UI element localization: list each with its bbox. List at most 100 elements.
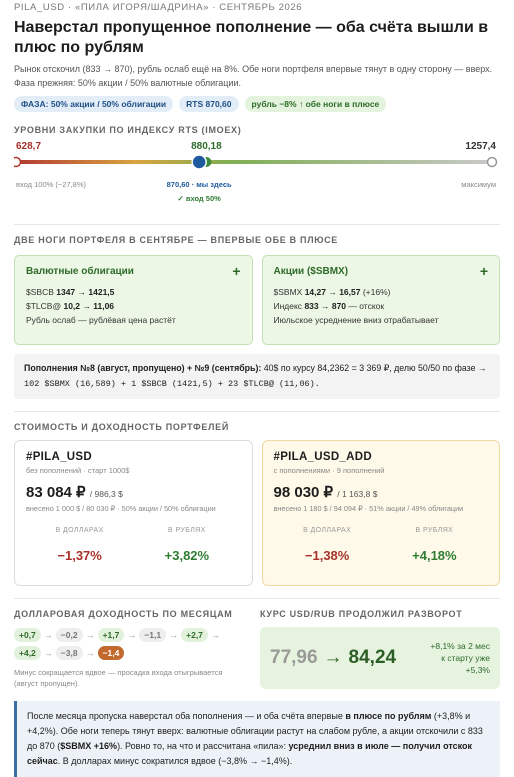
month-chip: +4,2: [14, 646, 41, 660]
leg-label: $SBCB: [26, 287, 54, 297]
leg-card: Акции ($SBMX) + $SBMX 14,27 → 16,57 (+16%)…: [261, 255, 500, 345]
leg-value: 1347 → 1421,5: [56, 287, 115, 297]
section-heading: ДОЛЛАРОВАЯ ДОХОДНОСТЬ ПО МЕСЯЦАМ: [14, 609, 233, 619]
tag: ФАЗА: 50% акции / 50% облигации: [14, 96, 174, 112]
bottom-row: ДОЛЛАРОВАЯ ДОХОДНОСТЬ ПО МЕСЯЦАМ +0,7 → −0…: [14, 598, 500, 689]
section-heading: СТОИМОСТЬ И ДОХОДНОСТЬ ПОРТФЕЛЕЙ: [14, 422, 229, 432]
level-target-label: 880,18: [191, 141, 222, 152]
leg-label: Рубль ослаб — рублёвая цена растёт: [26, 315, 176, 325]
current-label: 870,60 · мы здесь: [167, 180, 232, 189]
rate-side: +8,1% за 2 мес к старту уже +5,3%: [422, 640, 490, 676]
level-min-label: 628,7: [16, 141, 41, 152]
tags: ФАЗА: 50% акции / 50% облигации RTS 870,6…: [14, 96, 500, 112]
current-caption: ✓ вход 50%: [177, 194, 221, 203]
level-max-label: 1257,4: [465, 141, 496, 152]
rate-box: 77,96 → 84,24 +8,1% за 2 мес к старту уже +…: [260, 627, 500, 689]
leg-line: Рубль ослаб — рублёвая цена растёт: [26, 313, 241, 327]
month-chip: −0,2: [55, 628, 83, 642]
scale-bar: [16, 160, 492, 164]
summary-text: в плюсе по рублям: [345, 711, 432, 721]
metric: В ДОЛЛАРАХ −1,38%: [274, 523, 381, 563]
value-usd: / 986,3 $: [89, 489, 123, 499]
tag: рубль −8% ↑ обе ноги в плюсе: [244, 96, 387, 112]
lead: Рынок отскочил (833 → 870), рубль ослаб …: [14, 64, 493, 88]
min-caption: вход 100% (−27,8%): [16, 180, 87, 189]
note-text: 40$ по курсу 84,2362 = 3 369 ₽, делю 50/…: [263, 363, 487, 373]
note-code: 102 $SBMX (16,589) + 1 $SBCB (1421,5) + …: [24, 379, 320, 389]
month-chip: +1,7: [97, 628, 125, 642]
leg-note: (+16%): [362, 287, 391, 297]
portfolio-card: #PILA_USD без пополнений · старт 1000$ 83 …: [14, 440, 253, 586]
leg-icon: +: [232, 263, 241, 279]
portfolio-name: #PILA_USD: [26, 451, 92, 463]
chips: +0,7 → −0,2 → +1,7 → −1,1 → +2,7 → +4,2 → −3,8 → −1,4: [14, 628, 239, 660]
leg-title: Акции ($SBMX): [273, 266, 349, 277]
month-chip: +0,7: [14, 628, 41, 642]
leg-value: 14,27 → 16,57: [304, 287, 361, 297]
section-heading: УРОВНИ ЗАКУПКИ ПО ИНДЕКСУ RTS (IMOEX): [14, 125, 242, 135]
metric: В ДОЛЛАРАХ −1,37%: [26, 523, 133, 563]
chip-arrow: →: [43, 648, 53, 658]
chip-arrow: →: [169, 630, 179, 640]
leg-value: 833 → 870: [304, 301, 347, 311]
rate-since-start: к старту уже +5,3%: [441, 653, 490, 675]
portfolio-value: 98 030 ₽ / 1 163,8 $: [274, 483, 489, 501]
chip-arrow: →: [43, 630, 53, 640]
leg-line: Июльское усреднение вниз отрабатывает: [274, 313, 489, 327]
chip-arrow: →: [210, 630, 220, 640]
rate-values: 77,96 → 84,24: [270, 647, 422, 669]
leg-line: Индекс 833 → 870 — отскок: [274, 299, 489, 313]
portfolio-deposited: внесено 1 000 $ / 80 030 ₽ · 50% акции /…: [26, 504, 216, 513]
summary-text: ). Ровно то, на что и рассчитана «пила»:: [117, 741, 289, 751]
metric: В РУБЛЯХ +4,18%: [381, 523, 488, 563]
monthly: ДОЛЛАРОВАЯ ДОХОДНОСТЬ ПО МЕСЯЦАМ +0,7 → −0…: [14, 609, 248, 689]
section-heading: ДВЕ НОГИ ПОРТФЕЛЯ В СЕНТЯБРЕ — ВПЕРВЫЕ О…: [14, 235, 338, 245]
rate-arrow: →: [323, 647, 343, 668]
metric-value: −1,37%: [57, 548, 102, 563]
leg-line: $TLCB@ 10,2 → 11,06: [26, 299, 241, 313]
month-chip: −3,8: [55, 646, 83, 660]
leg-note: — отскок: [348, 301, 385, 311]
portfolio-cards: #PILA_USD без пополнений · старт 1000$ 83 …: [14, 440, 500, 586]
section-heading: КУРС USD/RUB ПРОДОЛЖИЛ РАЗВОРОТ: [260, 609, 463, 619]
rate-change: +8,1% за 2 мес: [430, 641, 490, 651]
summary-text: (+3,8% и +4,2%). Обе ноги теперь тянут в…: [27, 711, 483, 751]
leg-cards: Валютные облигации + $SBCB 1347 → 1421,5 $T…: [14, 255, 500, 345]
leg-label: $SBMX: [273, 287, 303, 297]
month-chip: −1,4: [97, 646, 125, 660]
portfolio-subtitle: с пополнениями · 9 пополнений: [273, 466, 385, 475]
metric-value: −1,38%: [304, 548, 350, 563]
max-caption: максимум: [461, 180, 496, 189]
value-rub: 83 084 ₽: [26, 484, 86, 501]
page: PILA_USD · «ПИЛА ИГОРЯ/ШАДРИНА» · СЕНТЯБ…: [10, 2, 500, 777]
metric-label: В ДОЛЛАРАХ: [55, 527, 104, 534]
leg-card: Валютные облигации + $SBCB 1347 → 1421,5 $T…: [14, 255, 253, 345]
metrics: В ДОЛЛАРАХ −1,38% В РУБЛЯХ +4,18%: [274, 523, 489, 563]
levels-scale: 628,7 880,18 1257,4 вход 100% (−27,8%) макси…: [10, 141, 498, 203]
level-min: [10, 156, 22, 168]
chip-arrow: →: [85, 630, 95, 640]
metric-value: +3,82%: [164, 548, 210, 563]
metrics: В ДОЛЛАРАХ −1,37% В РУБЛЯХ +3,82%: [26, 523, 241, 563]
value-rub: 98 030 ₽: [273, 484, 334, 501]
metric: В РУБЛЯХ +3,82%: [133, 523, 240, 563]
value-usd: / 1 163,8 $: [337, 489, 378, 499]
chip-arrow: →: [85, 648, 95, 658]
rate-from: 77,96: [270, 647, 318, 668]
note-bold: Пополнения №8 (август, пропущено) + №9 (…: [24, 363, 262, 373]
leg-title: Валютные облигации: [26, 266, 134, 277]
portfolio-subtitle: без пополнений · старт 1000$: [26, 466, 130, 475]
month-chip: −1,1: [139, 628, 167, 642]
leg-value: 10,2 → 11,06: [63, 301, 115, 311]
rate-to: 84,24: [348, 647, 397, 668]
portfolio-name: #PILA_USD_ADD: [273, 451, 372, 463]
summary-text: После месяца пропуска наверстал оба попо…: [27, 711, 346, 721]
leg-label: $TLCB@: [26, 301, 62, 311]
deposit-note: Пополнения №8 (август, пропущено) + №9 (…: [14, 354, 500, 399]
kicker: PILA_USD · «ПИЛА ИГОРЯ/ШАДРИНА» · СЕНТЯБ…: [14, 2, 303, 13]
leg-head: Валютные облигации +: [26, 263, 241, 279]
leg-label: Индекс: [273, 301, 303, 311]
chip-arrow: →: [127, 630, 137, 640]
portfolio-card: #PILA_USD_ADD с пополнениями · 9 пополнен…: [261, 440, 500, 586]
